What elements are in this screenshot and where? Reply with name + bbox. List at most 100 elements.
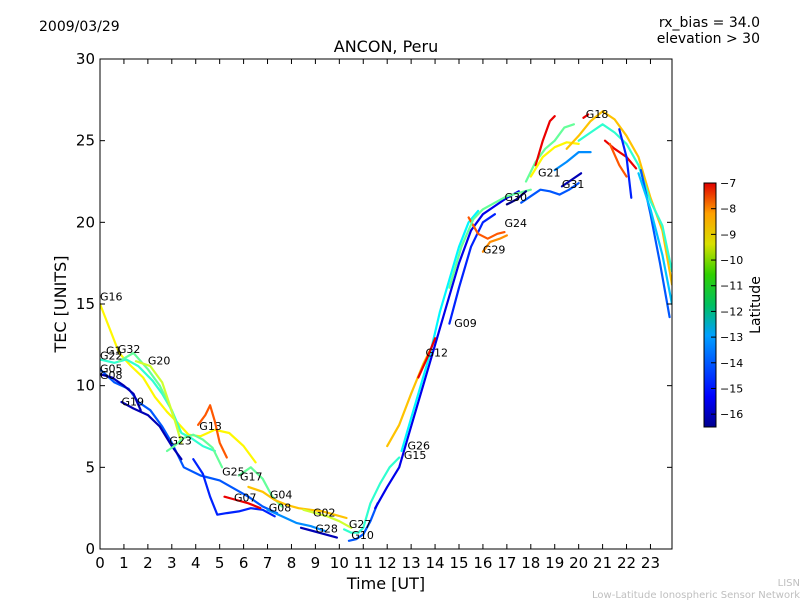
- x-tick-label: 14: [426, 554, 445, 572]
- series-line-g08b: [266, 508, 327, 533]
- series-line-g31: [520, 182, 580, 204]
- sat-label: G15: [404, 449, 427, 462]
- colorbar-tick-label: −13: [720, 331, 743, 344]
- sat-label: G04: [270, 488, 293, 501]
- footer-network: Low-Latitude Ionospheric Sensor Network: [592, 590, 800, 600]
- x-axis: 0 1 2 3 4 5 6 7 8 9 10 11 12 13 14 15 16 17 18 19 20 21 22 23: [95, 59, 660, 572]
- x-tick-label: 20: [569, 554, 588, 572]
- y-tick-label: 10: [76, 377, 95, 395]
- series-line-g24: [467, 216, 506, 240]
- y-tick-label: 30: [76, 50, 95, 68]
- sat-label: G22: [100, 350, 123, 363]
- series-line-g30: [505, 190, 528, 206]
- colorbar-tick-label: −14: [720, 357, 743, 370]
- x-tick-label: 4: [191, 554, 201, 572]
- sat-label: G1: [106, 345, 122, 358]
- sat-label: G02: [313, 506, 336, 519]
- y-axis-label: TEC [UNITS]: [51, 256, 70, 354]
- series-line-g08: [100, 373, 142, 412]
- colorbar-tick-label: −10: [720, 254, 743, 267]
- y-tick-label: 0: [85, 540, 95, 558]
- series-line-g28: [299, 526, 338, 539]
- sat-label: G25: [222, 466, 245, 479]
- x-tick-label: 9: [311, 554, 321, 572]
- y-tick-label: 15: [76, 295, 95, 313]
- series-line-g12b: [417, 337, 437, 379]
- x-tick-label: 6: [239, 554, 249, 572]
- sat-label: G16: [100, 291, 123, 304]
- series-line-g16: [100, 302, 257, 464]
- x-tick-label: 5: [215, 554, 225, 572]
- y-axis: 0 5 10 15 20 25 30: [76, 50, 672, 558]
- y-tick-label: 5: [85, 458, 95, 476]
- sat-label: G05: [100, 363, 123, 376]
- x-tick-label: 17: [497, 554, 516, 572]
- sat-label: G28: [315, 523, 338, 536]
- colorbar-tick-label: −8: [720, 203, 736, 216]
- colorbar-tick-label: −11: [720, 280, 743, 293]
- footer-lisn: LISN: [778, 578, 800, 589]
- series-line-g21: [524, 123, 576, 183]
- x-axis-label: Time [UT]: [346, 574, 425, 593]
- x-tick-label: 0: [95, 554, 105, 572]
- sat-label: G08: [269, 501, 292, 514]
- sat-label: G26: [408, 439, 431, 452]
- series-line-g31b: [560, 172, 583, 188]
- series-line-g13: [197, 404, 228, 459]
- elevation-text: elevation > 30: [657, 31, 760, 47]
- series-line-g18h: [637, 172, 672, 306]
- sat-label: G17: [240, 470, 263, 483]
- sat-label: G20: [148, 354, 171, 367]
- x-tick-label: 8: [287, 554, 297, 572]
- date-text: 2009/03/29: [39, 19, 120, 35]
- x-tick-label: 15: [449, 554, 468, 572]
- x-tick-label: 10: [330, 554, 349, 572]
- colorbar-tick-label: −12: [720, 305, 743, 318]
- colorbar-label: Latitude: [748, 276, 764, 334]
- series-line-g20: [134, 360, 183, 444]
- x-tick-label: 18: [521, 554, 540, 572]
- sat-label: G19: [122, 395, 145, 408]
- sat-label: G29: [483, 243, 506, 256]
- series-line-g27: [343, 456, 401, 534]
- series-line-g26: [400, 209, 480, 453]
- series-layer: [100, 110, 672, 542]
- sat-label: G18: [586, 108, 609, 121]
- sat-label: G23: [169, 435, 192, 448]
- series-line-g18f: [618, 128, 633, 199]
- colorbar-tick-label: −16: [720, 408, 743, 421]
- series-line-g10: [347, 502, 379, 542]
- sat-label: G32: [118, 343, 141, 356]
- colorbar-tick-label: −9: [720, 228, 736, 241]
- series-line-g02: [302, 508, 353, 529]
- sat-label: G21: [538, 167, 561, 180]
- x-tick-label: 2: [143, 554, 153, 572]
- x-tick-label: 12: [378, 554, 397, 572]
- colorbar-tick-label: −7: [720, 177, 736, 190]
- colorbar: −7 −8 −9 −10 −11 −12 −13 −14 −15 −16 Latitude: [703, 177, 764, 428]
- sat-label: G08: [100, 369, 123, 382]
- sat-label: G27: [349, 518, 372, 531]
- series-line-g19: [120, 400, 183, 461]
- series-line-g29: [481, 234, 508, 253]
- rx-bias-text: rx_bias = 34.0: [659, 15, 760, 31]
- colorbar-tick-label: −15: [720, 382, 743, 395]
- series-line-g18e: [608, 142, 628, 178]
- sat-label: G10: [351, 529, 374, 542]
- sat-label: G09: [454, 317, 477, 330]
- series-line-g18c: [582, 113, 590, 119]
- x-tick-label: 22: [617, 554, 636, 572]
- series-line-g31c: [553, 151, 592, 172]
- sat-label: G12: [426, 346, 449, 359]
- x-tick-label: 23: [641, 554, 660, 572]
- x-tick-label: 16: [473, 554, 492, 572]
- series-line-g21c: [529, 141, 580, 178]
- x-tick-label: 3: [167, 554, 177, 572]
- y-tick-label: 25: [76, 132, 95, 150]
- sat-label: G13: [199, 420, 222, 433]
- x-tick-label: 13: [402, 554, 421, 572]
- x-tick-label: 21: [593, 554, 612, 572]
- series-line-g15: [374, 190, 520, 510]
- x-tick-label: 11: [354, 554, 373, 572]
